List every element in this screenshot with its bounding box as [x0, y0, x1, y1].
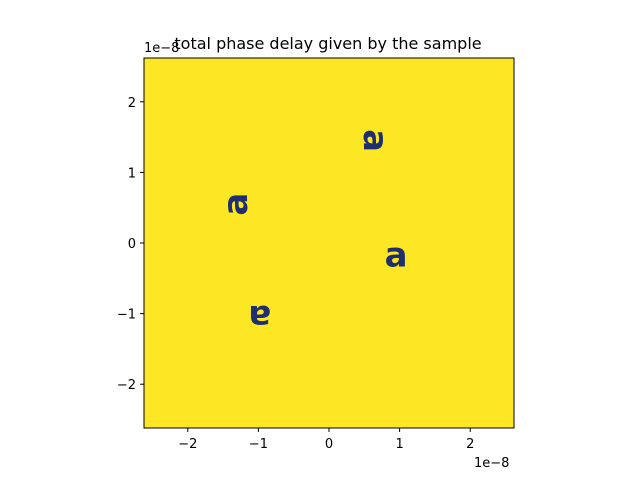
y-tick-label: 2	[128, 96, 136, 111]
y-tick-label: 1	[128, 166, 136, 181]
x-axis: −2 −1 0 1 2	[178, 428, 474, 452]
y-tick-label: −1	[117, 308, 136, 323]
x-offset-label: 1e−8	[474, 456, 509, 471]
glyph-feature: a	[216, 193, 256, 216]
glyph-feature: a	[248, 297, 271, 337]
plot-area	[144, 58, 514, 428]
x-tick-label: −1	[249, 437, 268, 452]
y-axis: 2 1 0 −1 −2	[117, 96, 144, 393]
x-tick-label: 2	[466, 437, 474, 452]
y-offset-label: 1e−8	[144, 41, 179, 56]
feature-layer: a a a a	[216, 129, 408, 337]
chart-title: total phase delay given by the sample	[174, 34, 481, 53]
glyph-feature: a	[355, 129, 395, 152]
x-tick-label: 1	[395, 437, 403, 452]
y-tick-label: 0	[128, 237, 136, 252]
y-tick-label: −2	[117, 378, 136, 393]
x-tick-label: 0	[325, 437, 333, 452]
glyph-feature: a	[385, 236, 408, 276]
x-tick-label: −2	[178, 437, 197, 452]
